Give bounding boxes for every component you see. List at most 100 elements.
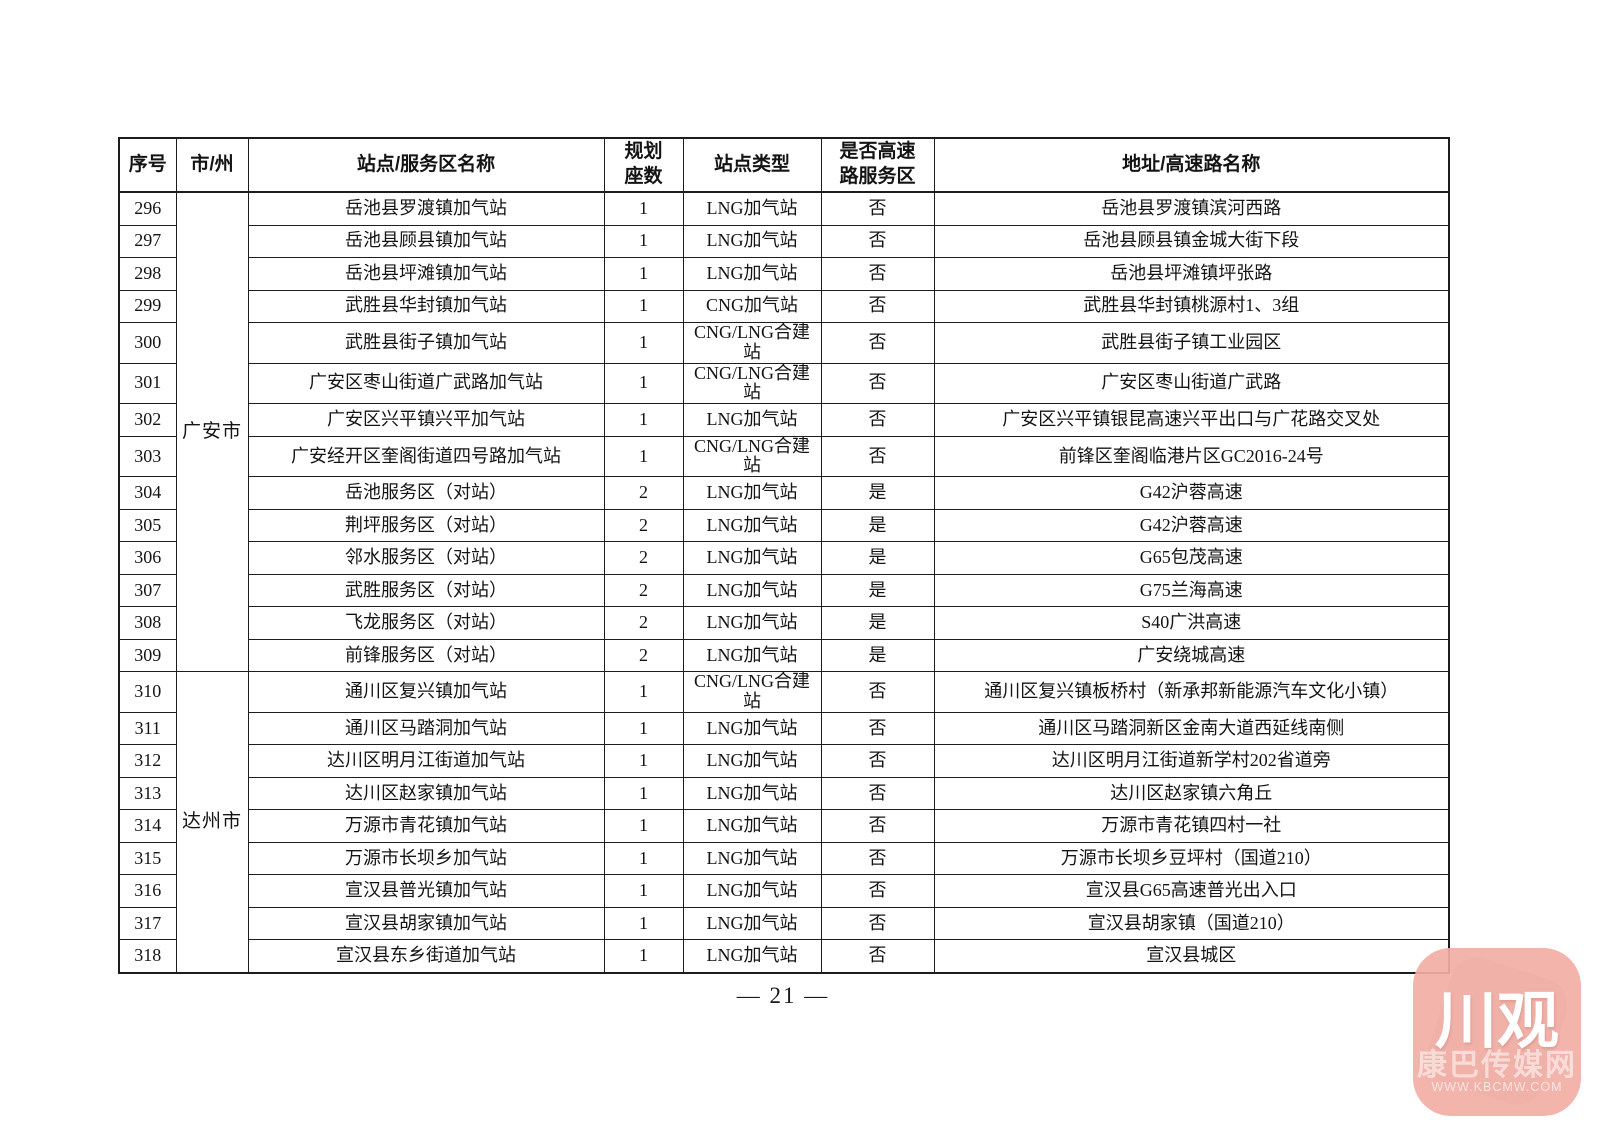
cell-highway-flag: 否 (820, 939, 935, 974)
table-row: 306 邻水服务区（对站） 2 LNG加气站是 G65包茂高速 (118, 541, 1450, 575)
cell-address: G75兰海高速 (933, 573, 1450, 608)
cell-station-type: LNG加气站 (682, 809, 822, 843)
cell-highway-flag: 否 (820, 403, 935, 437)
table-row: 315 万源市长坝乡加气站 1 LNG加气站否万源市长坝乡豆坪村（国道210） (118, 841, 1450, 876)
cell-planned-count: 2 (603, 638, 684, 673)
cell-planned-count: 2 (603, 573, 684, 608)
cell-index: 303 (118, 435, 177, 478)
cell-highway-flag: 否 (820, 191, 935, 226)
cell-index: 307 (118, 573, 177, 608)
cell-index: 299 (118, 289, 177, 323)
cell-index: 309 (118, 638, 177, 673)
cell-address: G65包茂高速 (933, 541, 1450, 575)
cell-station-type: LNG加气站 (682, 874, 822, 908)
cell-address: 通川区马踏洞新区金南大道西延线南侧 (933, 711, 1450, 746)
cell-station-name: 岳池服务区（对站） (247, 476, 605, 510)
cell-planned-count: 2 (603, 476, 684, 510)
col-header-index: 序号 (118, 137, 177, 193)
cell-planned-count: 1 (603, 191, 684, 226)
cell-station-type: CNG加气站 (682, 289, 822, 323)
cell-address: 宣汉县G65高速普光出入口 (933, 874, 1450, 908)
cell-index: 304 (118, 476, 177, 510)
cell-index: 302 (118, 403, 177, 437)
cell-address: 达川区赵家镇六角丘 (933, 776, 1450, 811)
station-table-wrap: 序号 市/州 站点/服务区名称 规划 座数 站点类型 是否高速 路服务区 地址/… (118, 137, 1450, 974)
cell-station-name: 宣汉县普光镇加气站 (247, 874, 605, 908)
cell-station-type: LNG加气站 (682, 403, 822, 437)
cell-station-name: 宣汉县东乡街道加气站 (247, 939, 605, 974)
cell-station-type: LNG加气站 (682, 638, 822, 673)
cell-highway-flag: 是 (820, 606, 935, 640)
cell-address: 武胜县华封镇桃源村1、3组 (933, 289, 1450, 323)
table-row: 297 岳池县顾县镇加气站 1 LNG加气站否岳池县顾县镇金城大街下段 (118, 224, 1450, 258)
watermark-logo: 川观 康巴传媒网 WWW.KBCMW.COM (1413, 948, 1581, 1116)
cell-planned-count: 1 (603, 809, 684, 843)
cell-index: 300 (118, 322, 177, 364)
table-row: 308 飞龙服务区（对站） 2 LNG加气站是 S40广洪高速 (118, 606, 1450, 640)
cell-index: 311 (118, 711, 177, 746)
cell-planned-count: 1 (603, 435, 684, 478)
cell-index: 312 (118, 744, 177, 778)
cell-station-name: 宣汉县胡家镇加气站 (247, 906, 605, 941)
cell-station-type: LNG加气站 (682, 191, 822, 226)
cell-planned-count: 1 (603, 874, 684, 908)
cell-index: 298 (118, 257, 177, 291)
watermark-subtitle: 康巴传媒网 (1417, 1049, 1577, 1082)
table-row: 316 宣汉县普光镇加气站 1 LNG加气站否宣汉县G65高速普光出入口 (118, 874, 1450, 908)
cell-index: 313 (118, 776, 177, 811)
cell-station-type: LNG加气站 (682, 508, 822, 543)
cell-station-type: CNG/LNG合建站 (682, 435, 822, 478)
cell-highway-flag: 是 (820, 476, 935, 510)
cell-address: 万源市长坝乡豆坪村（国道210） (933, 841, 1450, 876)
cell-index: 314 (118, 809, 177, 843)
cell-address: 通川区复兴镇板桥村（新承邦新能源汽车文化小镇） (933, 671, 1450, 713)
cell-station-name: 通川区复兴镇加气站 (247, 671, 605, 713)
cell-highway-flag: 否 (820, 224, 935, 258)
cell-index: 318 (118, 939, 177, 974)
cell-station-type: LNG加气站 (682, 224, 822, 258)
cell-index: 310 (118, 671, 177, 713)
cell-planned-count: 2 (603, 508, 684, 543)
cell-station-type: CNG/LNG合建站 (682, 322, 822, 364)
cell-station-name: 邻水服务区（对站） (247, 541, 605, 575)
cell-station-name: 广安区兴平镇兴平加气站 (247, 403, 605, 437)
cell-planned-count: 1 (603, 744, 684, 778)
col-header-highway-service-flag: 是否高速 路服务区 (820, 137, 935, 193)
cell-station-type: LNG加气站 (682, 906, 822, 941)
cell-index: 315 (118, 841, 177, 876)
cell-station-name: 万源市长坝乡加气站 (247, 841, 605, 876)
cell-address: 岳池县罗渡镇滨河西路 (933, 191, 1450, 226)
cell-planned-count: 1 (603, 671, 684, 713)
cell-station-name: 广安经开区奎阁街道四号路加气站 (247, 435, 605, 478)
table-body: 296 广安市 岳池县罗渡镇加气站 1 LNG加气站否岳池县罗渡镇滨河西路 297 岳池县顾… (118, 191, 1450, 974)
cell-address: G42沪蓉高速 (933, 476, 1450, 510)
cell-index: 317 (118, 906, 177, 941)
table-header-row: 序号 市/州 站点/服务区名称 规划 座数 站点类型 是否高速 路服务区 地址/… (118, 137, 1450, 193)
table-row: 312 达川区明月江街道加气站 1 LNG加气站否达川区明月江街道新学村202省道旁 (118, 744, 1450, 778)
cell-station-type: LNG加气站 (682, 776, 822, 811)
cell-station-type: LNG加气站 (682, 476, 822, 510)
cell-station-name: 达川区赵家镇加气站 (247, 776, 605, 811)
cell-station-name: 飞龙服务区（对站） (247, 606, 605, 640)
cell-highway-flag: 是 (820, 638, 935, 673)
cell-address: 广安区枣山街道广武路 (933, 362, 1450, 405)
cell-address: G42沪蓉高速 (933, 508, 1450, 543)
cell-planned-count: 1 (603, 939, 684, 974)
cell-city: 达州市 (175, 671, 249, 974)
cell-station-name: 达川区明月江街道加气站 (247, 744, 605, 778)
cell-address: 达川区明月江街道新学村202省道旁 (933, 744, 1450, 778)
station-table: 序号 市/州 站点/服务区名称 规划 座数 站点类型 是否高速 路服务区 地址/… (118, 137, 1450, 974)
col-header-station-type: 站点类型 (682, 137, 822, 193)
cell-index: 306 (118, 541, 177, 575)
table-row: 301 广安区枣山街道广武路加气站 1 CNG/LNG合建站否广安区枣山街道广武路 (118, 362, 1450, 405)
cell-planned-count: 1 (603, 362, 684, 405)
cell-station-type: LNG加气站 (682, 606, 822, 640)
cell-city: 广安市 (175, 191, 249, 673)
table-row: 317 宣汉县胡家镇加气站 1 LNG加气站否宣汉县胡家镇（国道210） (118, 906, 1450, 941)
cell-highway-flag: 否 (820, 289, 935, 323)
cell-highway-flag: 是 (820, 541, 935, 575)
cell-station-name: 通川区马踏洞加气站 (247, 711, 605, 746)
cell-station-name: 广安区枣山街道广武路加气站 (247, 362, 605, 405)
cell-highway-flag: 否 (820, 744, 935, 778)
